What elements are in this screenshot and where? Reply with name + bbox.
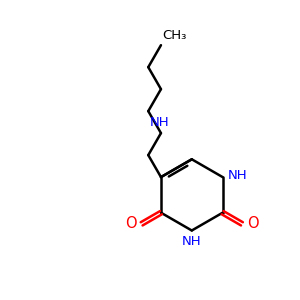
Text: O: O (125, 216, 137, 231)
Text: NH: NH (182, 236, 202, 248)
Text: O: O (247, 216, 259, 231)
Text: CH₃: CH₃ (163, 29, 187, 42)
Text: NH: NH (227, 169, 247, 182)
Text: NH: NH (150, 116, 169, 129)
